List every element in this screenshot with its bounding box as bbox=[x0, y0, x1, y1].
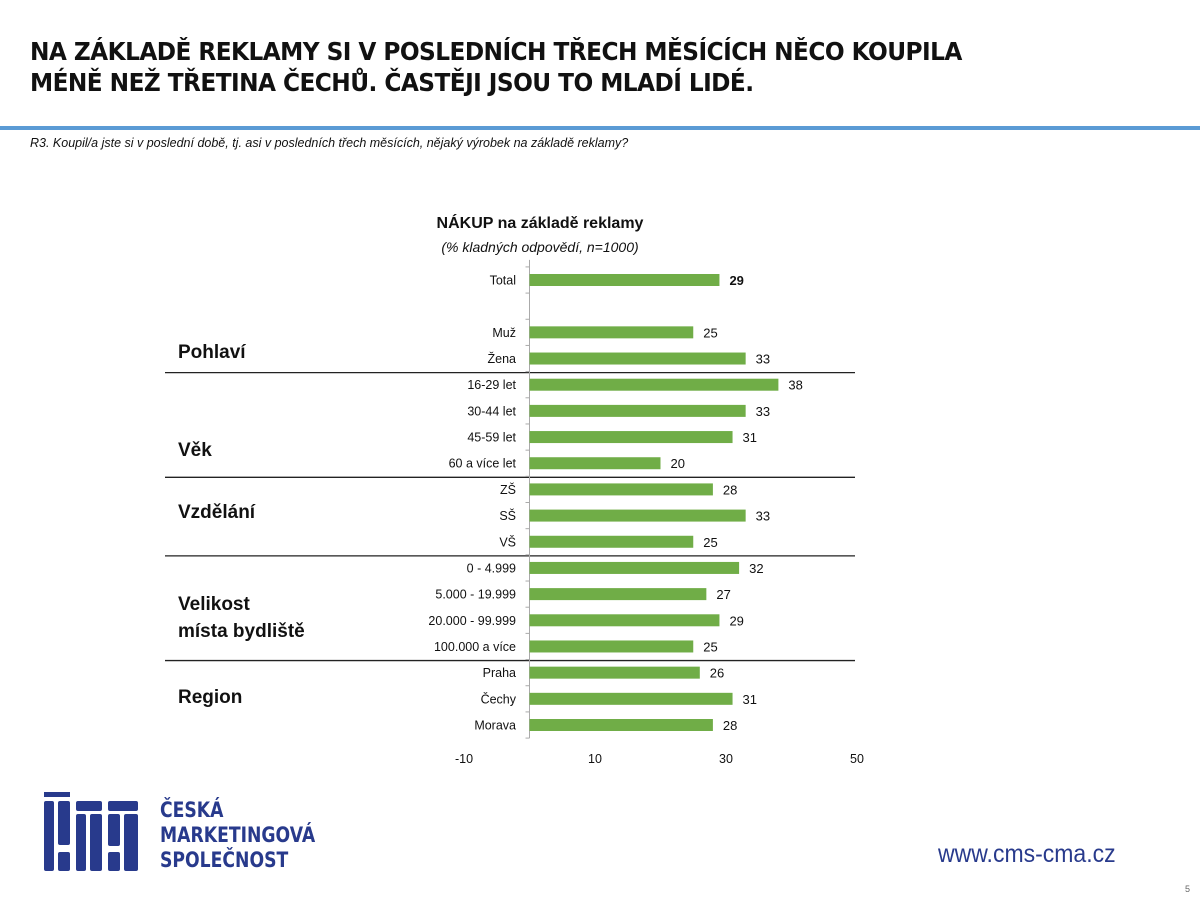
x-tick-label: 10 bbox=[588, 752, 602, 766]
category-label: 20.000 - 99.999 bbox=[428, 614, 516, 628]
slide-title: NA ZÁKLADĚ REKLAMY SI V POSLEDNÍCH TŘECH… bbox=[30, 36, 962, 98]
group-label-region: Region bbox=[178, 687, 243, 708]
bar bbox=[529, 431, 733, 444]
data-label: 25 bbox=[703, 325, 717, 340]
bar bbox=[529, 483, 713, 496]
survey-question: R3. Koupil/a jste si v poslední době, tj… bbox=[30, 136, 629, 150]
category-label: Žena bbox=[488, 351, 517, 366]
category-label: 0 - 4.999 bbox=[467, 561, 516, 575]
bar bbox=[529, 614, 720, 627]
logo-line: MARKETINGOVÁ bbox=[160, 823, 316, 847]
data-label: 32 bbox=[749, 561, 763, 576]
category-label: Praha bbox=[483, 666, 516, 680]
x-tick-label: -10 bbox=[455, 752, 473, 766]
data-label: 25 bbox=[703, 639, 717, 654]
data-label: 25 bbox=[703, 535, 717, 550]
data-label: 33 bbox=[756, 509, 770, 524]
category-label: Čechy bbox=[481, 691, 517, 706]
bar bbox=[529, 535, 694, 548]
category-label: 60 a více let bbox=[449, 457, 517, 471]
data-label: 29 bbox=[729, 273, 743, 288]
category-label: Morava bbox=[474, 719, 516, 733]
category-label: Muž bbox=[492, 326, 516, 340]
group-label-pohlavi: Pohlaví bbox=[178, 342, 246, 363]
data-label: 33 bbox=[756, 352, 770, 367]
header-divider bbox=[0, 126, 1200, 130]
data-label: 20 bbox=[671, 456, 685, 471]
category-label: SŠ bbox=[499, 508, 516, 523]
data-label: 29 bbox=[729, 613, 743, 628]
bar bbox=[529, 378, 779, 391]
website-link[interactable]: www.cms-cma.cz bbox=[938, 840, 1116, 868]
bar bbox=[529, 588, 707, 601]
data-label: 31 bbox=[743, 430, 757, 445]
data-label: 28 bbox=[723, 482, 737, 497]
data-label: 27 bbox=[716, 587, 730, 602]
category-label: 30-44 let bbox=[467, 404, 516, 418]
bar bbox=[529, 326, 694, 339]
bar bbox=[529, 666, 700, 679]
bar bbox=[529, 509, 746, 522]
bar bbox=[529, 457, 661, 470]
x-tick-label: 50 bbox=[850, 752, 864, 766]
chart-subtitle: (% kladných odpovědí, n=1000) bbox=[441, 239, 639, 255]
bar bbox=[529, 692, 733, 705]
category-label: VŠ bbox=[499, 534, 516, 549]
data-label: 33 bbox=[756, 404, 770, 419]
category-label: 45-59 let bbox=[467, 431, 516, 445]
category-label: ZŠ bbox=[500, 482, 516, 497]
group-label-line: místa bydliště bbox=[178, 621, 305, 642]
category-label: 5.000 - 19.999 bbox=[435, 588, 516, 602]
data-label: 28 bbox=[723, 718, 737, 733]
category-label: 100.000 a více bbox=[434, 640, 516, 654]
data-label: 26 bbox=[710, 666, 724, 681]
bar bbox=[529, 352, 746, 365]
logo-text: ČESKÁ MARKETINGOVÁ SPOLEČNOST bbox=[160, 798, 315, 873]
chart-title: NÁKUP na základě reklamy bbox=[436, 215, 644, 232]
bar bbox=[529, 274, 720, 286]
group-label-vzdelani: Vzdělání bbox=[178, 502, 256, 523]
cms-logo-mark bbox=[44, 792, 138, 871]
page-number: 5 bbox=[1185, 884, 1191, 894]
logo-line: ČESKÁ bbox=[160, 798, 224, 822]
category-label: Total bbox=[490, 274, 516, 288]
title-line-1: NA ZÁKLADĚ REKLAMY SI V POSLEDNÍCH TŘECH… bbox=[30, 37, 962, 66]
group-label-line: Velikost bbox=[178, 594, 250, 615]
bar bbox=[529, 404, 746, 417]
x-tick-label: 30 bbox=[719, 752, 733, 766]
cms-logo bbox=[44, 792, 142, 877]
logo-line: SPOLEČNOST bbox=[160, 848, 289, 872]
title-line-2: MÉNĚ NEŽ TŘETINA ČECHŮ. ČASTĚJI JSOU TO … bbox=[30, 68, 754, 97]
data-label: 38 bbox=[788, 378, 802, 393]
data-label: 31 bbox=[743, 692, 757, 707]
group-label-velikost: Velikost místa bydliště bbox=[178, 591, 305, 645]
bar bbox=[529, 640, 694, 653]
group-label-vek: Věk bbox=[178, 440, 212, 461]
bar bbox=[529, 561, 740, 574]
bar bbox=[529, 719, 713, 731]
category-label: 16-29 let bbox=[467, 378, 516, 392]
